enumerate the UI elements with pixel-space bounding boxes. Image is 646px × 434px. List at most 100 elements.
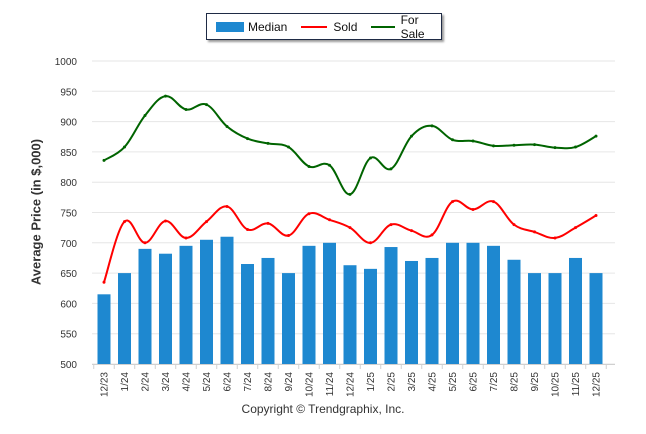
legend-label-median: Median bbox=[248, 19, 288, 34]
y-tick-900: 900 bbox=[60, 118, 77, 129]
point-sold-10/25 bbox=[553, 236, 557, 240]
point-sold-5/25 bbox=[451, 200, 454, 204]
point-for-sale-10/24 bbox=[307, 164, 311, 168]
point-for-sale-12/25 bbox=[594, 134, 598, 138]
point-sold-7/24 bbox=[246, 227, 249, 231]
x-tick-6/25: 6/25 bbox=[469, 372, 480, 392]
point-for-sale-4/25 bbox=[430, 124, 434, 128]
bar-median-3/25 bbox=[405, 260, 418, 364]
y-tick-500: 500 bbox=[60, 360, 77, 371]
legend-item-median[interactable]: Median bbox=[216, 20, 287, 34]
point-sold-1/24 bbox=[123, 220, 126, 224]
point-for-sale-12/23 bbox=[102, 158, 106, 162]
x-tick-12/23: 12/23 bbox=[100, 372, 111, 397]
point-sold-8/25 bbox=[512, 223, 516, 227]
point-for-sale-7/25 bbox=[492, 144, 495, 148]
legend-swatch-median bbox=[216, 21, 244, 32]
point-for-sale-9/25 bbox=[533, 143, 536, 147]
legend-label-for-sale: For Sale bbox=[400, 12, 425, 41]
x-tick-4/25: 4/25 bbox=[428, 372, 439, 392]
point-for-sale-9/24 bbox=[287, 145, 290, 149]
median-bars bbox=[97, 236, 603, 364]
point-sold-6/25 bbox=[471, 207, 475, 211]
point-for-sale-8/25 bbox=[512, 143, 516, 147]
point-sold-5/24 bbox=[205, 220, 208, 224]
point-for-sale-3/24 bbox=[164, 94, 167, 98]
point-sold-12/25 bbox=[594, 214, 598, 218]
y-tick-labels: 500 550 600 650 700 750 800 850 900 950 1000 bbox=[55, 57, 78, 371]
legend-item-sold[interactable]: Sold bbox=[301, 20, 357, 34]
point-sold-7/25 bbox=[492, 200, 495, 204]
x-tick-1/24: 1/24 bbox=[120, 372, 131, 392]
x-tick-5/24: 5/24 bbox=[202, 372, 213, 392]
x-tick-11/25: 11/25 bbox=[571, 372, 582, 397]
point-sold-6/24 bbox=[225, 204, 229, 208]
legend-swatch-for-sale bbox=[371, 25, 395, 28]
y-tick-1000: 1000 bbox=[55, 57, 78, 68]
bar-median-4/24 bbox=[179, 245, 193, 364]
x-tick-12/25: 12/25 bbox=[592, 372, 603, 397]
legend-label-sold: Sold bbox=[333, 19, 358, 34]
bar-median-12/23 bbox=[97, 294, 111, 364]
bar-median-4/25 bbox=[425, 257, 439, 364]
line-for-sale bbox=[103, 95, 597, 196]
y-tick-650: 650 bbox=[60, 269, 77, 280]
y-tick-950: 950 bbox=[60, 87, 77, 98]
point-for-sale-2/24 bbox=[143, 114, 147, 118]
bar-median-2/24 bbox=[138, 248, 152, 364]
bar-median-11/25 bbox=[569, 257, 582, 364]
bar-median-1/24 bbox=[118, 273, 131, 364]
point-for-sale-1/24 bbox=[123, 145, 126, 149]
x-tick-7/25: 7/25 bbox=[489, 372, 500, 392]
point-for-sale-1/25 bbox=[369, 156, 372, 160]
bar-median-8/25 bbox=[507, 259, 521, 364]
bar-median-7/25 bbox=[487, 245, 500, 364]
x-tick-3/25: 3/25 bbox=[407, 372, 418, 392]
point-sold-4/24 bbox=[184, 236, 188, 240]
series-lines bbox=[102, 94, 598, 284]
point-for-sale-4/24 bbox=[184, 107, 188, 111]
bar-median-9/25 bbox=[528, 273, 541, 364]
point-sold-10/24 bbox=[307, 212, 311, 216]
point-sold-11/24 bbox=[328, 218, 331, 222]
point-for-sale-5/24 bbox=[205, 103, 208, 107]
x-tick-9/24: 9/24 bbox=[284, 372, 295, 392]
bar-median-11/24 bbox=[323, 242, 336, 364]
legend-item-for-sale[interactable]: For Sale bbox=[371, 13, 441, 41]
point-sold-11/25 bbox=[574, 226, 577, 230]
bar-median-8/24 bbox=[261, 257, 275, 364]
point-for-sale-2/25 bbox=[389, 167, 393, 171]
x-tick-7/24: 7/24 bbox=[243, 372, 254, 392]
point-sold-3/24 bbox=[164, 219, 167, 223]
y-tick-700: 700 bbox=[60, 239, 77, 250]
point-for-sale-11/25 bbox=[574, 145, 577, 149]
legend-swatch-sold bbox=[301, 25, 328, 28]
bar-median-6/24 bbox=[220, 236, 234, 364]
point-sold-9/25 bbox=[533, 230, 536, 234]
point-for-sale-11/24 bbox=[328, 163, 331, 167]
bar-median-10/24 bbox=[302, 245, 316, 364]
bar-median-12/25 bbox=[589, 273, 603, 364]
point-sold-3/25 bbox=[410, 229, 413, 233]
y-tick-750: 750 bbox=[60, 209, 77, 220]
point-for-sale-7/24 bbox=[246, 137, 249, 141]
y-tick-550: 550 bbox=[60, 330, 77, 341]
bar-median-12/24 bbox=[343, 265, 357, 364]
point-sold-12/23 bbox=[102, 280, 106, 284]
bar-median-9/24 bbox=[282, 273, 295, 364]
point-for-sale-10/25 bbox=[553, 146, 557, 150]
x-tick-4/24: 4/24 bbox=[182, 372, 193, 392]
bar-median-5/25 bbox=[446, 242, 459, 364]
point-sold-9/24 bbox=[287, 234, 290, 238]
x-tick-1/25: 1/25 bbox=[366, 372, 377, 392]
point-sold-12/24 bbox=[348, 226, 352, 230]
bar-median-3/24 bbox=[159, 253, 172, 364]
x-tick-10/25: 10/25 bbox=[551, 372, 562, 397]
point-for-sale-3/25 bbox=[410, 134, 413, 138]
point-sold-8/24 bbox=[266, 221, 270, 225]
point-sold-1/25 bbox=[369, 241, 372, 245]
x-tick-10/24: 10/24 bbox=[305, 372, 316, 397]
point-for-sale-8/24 bbox=[266, 141, 270, 145]
bar-median-5/24 bbox=[200, 239, 213, 364]
point-for-sale-5/25 bbox=[451, 138, 454, 142]
